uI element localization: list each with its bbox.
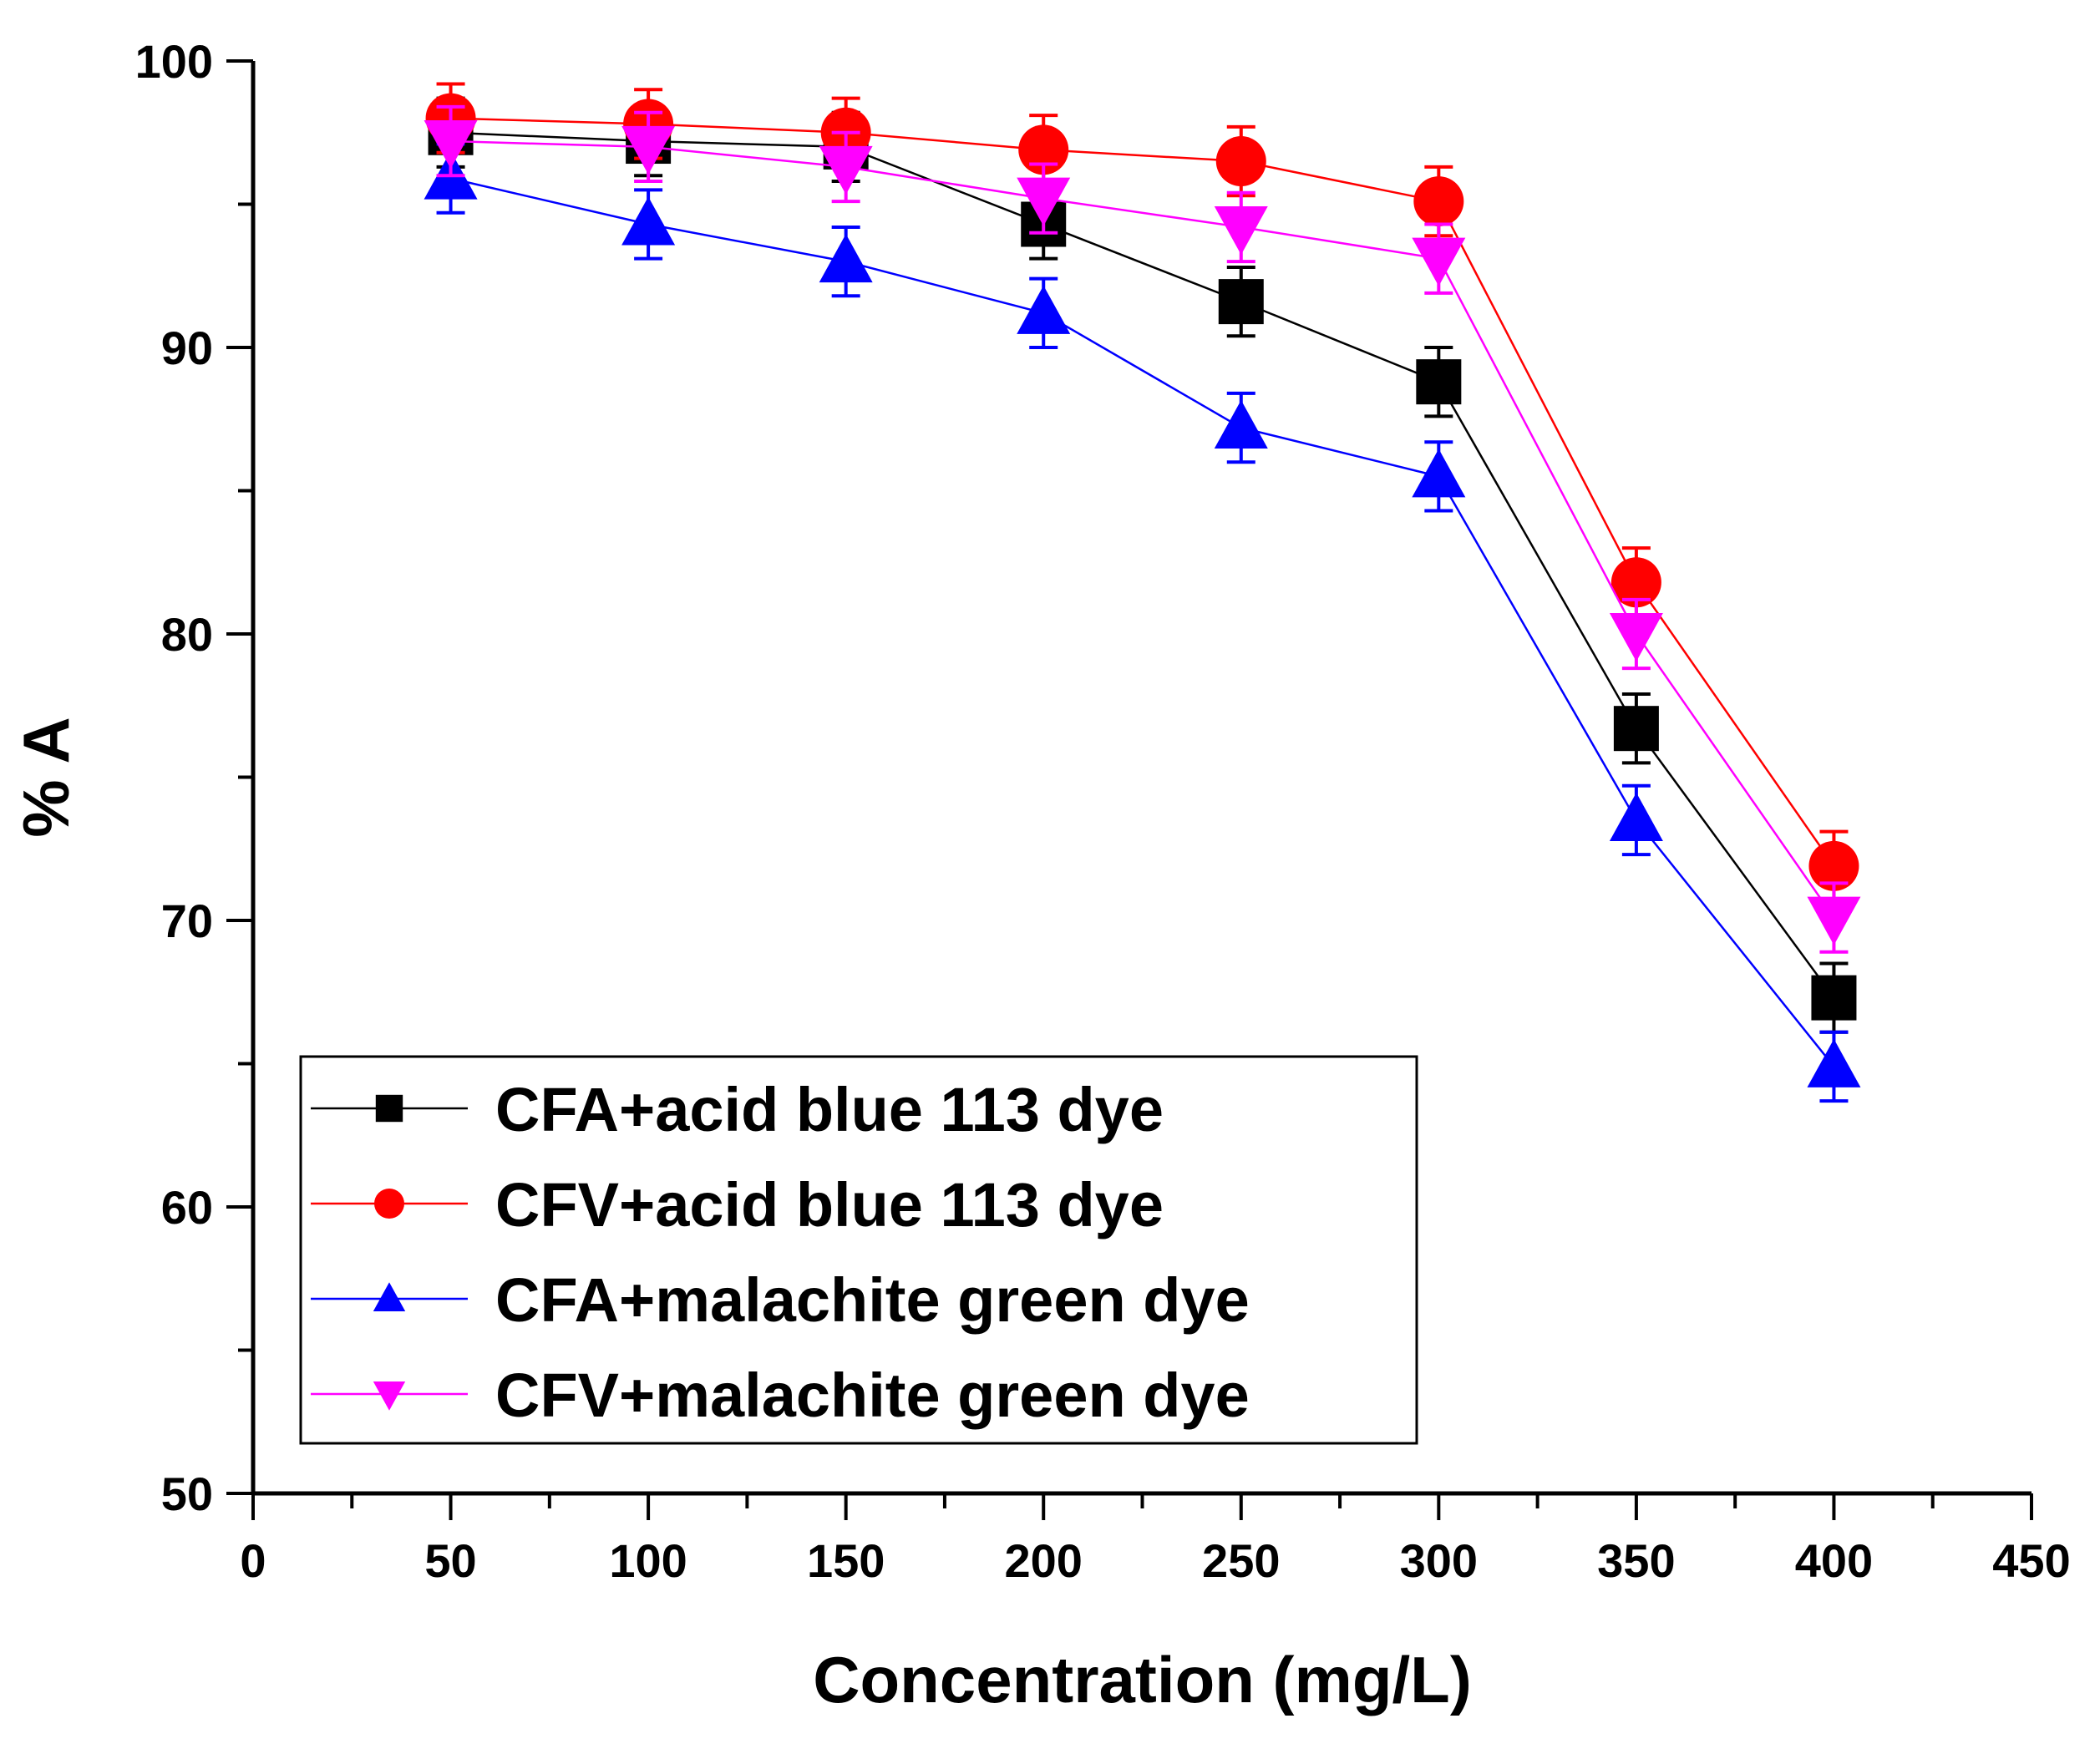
x-tick-label: 350 bbox=[1597, 1534, 1675, 1587]
x-tick-label: 250 bbox=[1202, 1534, 1280, 1587]
data-point bbox=[1412, 237, 1466, 286]
x-tick-label: 50 bbox=[424, 1534, 476, 1587]
y-tick-label: 90 bbox=[161, 322, 213, 374]
data-point bbox=[1413, 176, 1464, 227]
data-point bbox=[1218, 279, 1264, 325]
data-point bbox=[1609, 613, 1663, 662]
data-point bbox=[1808, 840, 1859, 891]
legend-item-2: CFV+acid blue 113 dye bbox=[311, 1170, 1164, 1239]
series-4 bbox=[424, 104, 1861, 954]
x-tick-label: 150 bbox=[807, 1534, 885, 1587]
legend-item-3: CFA+malachite green dye bbox=[311, 1265, 1250, 1335]
data-point bbox=[1018, 124, 1069, 175]
data-point bbox=[1412, 449, 1466, 498]
x-tick-label: 400 bbox=[1795, 1534, 1873, 1587]
x-axis-title: Concentration (mg/L) bbox=[813, 1643, 1472, 1716]
legend: CFA+acid blue 113 dye CFV+acid blue 113 d… bbox=[299, 1055, 1418, 1445]
legend-marker bbox=[375, 1094, 403, 1123]
data-point bbox=[1609, 792, 1663, 841]
legend-marker bbox=[374, 1189, 404, 1219]
data-point bbox=[819, 234, 873, 283]
legend-marker bbox=[373, 1381, 406, 1411]
data-point bbox=[1613, 706, 1659, 752]
series-line bbox=[450, 131, 1835, 999]
y-axis-title: % A bbox=[9, 717, 83, 837]
data-point bbox=[1807, 1038, 1861, 1087]
series-line bbox=[450, 139, 1835, 919]
legend-label: CFV+malachite green dye bbox=[495, 1361, 1250, 1430]
series-layer bbox=[424, 82, 1861, 1103]
data-point bbox=[1215, 136, 1266, 187]
legend-label: CFV+acid blue 113 dye bbox=[495, 1170, 1164, 1239]
legend-box bbox=[299, 1055, 1418, 1445]
legend-item-4: CFV+malachite green dye bbox=[311, 1361, 1250, 1430]
data-point bbox=[1416, 359, 1462, 405]
y-tick-label: 100 bbox=[135, 35, 213, 88]
data-point bbox=[1807, 896, 1861, 945]
data-point bbox=[621, 196, 676, 246]
x-tick-label: 300 bbox=[1400, 1534, 1478, 1587]
series-2 bbox=[425, 82, 1859, 902]
x-tick-label: 200 bbox=[1005, 1534, 1083, 1587]
data-point bbox=[1214, 400, 1268, 449]
data-point bbox=[1214, 205, 1268, 255]
data-point bbox=[819, 145, 873, 195]
legend-label: CFA+malachite green dye bbox=[495, 1265, 1250, 1335]
y-tick-label: 80 bbox=[161, 608, 213, 661]
series-3 bbox=[424, 142, 1861, 1103]
axes-layer: 0 50 100 150 200 250 300 350 400 450 50 60 70 80 90 100 bbox=[135, 35, 2071, 1587]
data-point bbox=[621, 125, 676, 175]
series-line bbox=[450, 117, 1835, 867]
legend-item-1: CFA+acid blue 113 dye bbox=[311, 1075, 1164, 1144]
legend-marker bbox=[373, 1282, 406, 1311]
legend-label: CFA+acid blue 113 dye bbox=[495, 1075, 1164, 1144]
y-tick-label: 60 bbox=[161, 1181, 213, 1234]
data-point bbox=[1017, 285, 1071, 334]
data-point bbox=[1017, 177, 1071, 226]
x-tick-label: 450 bbox=[1992, 1534, 2070, 1587]
x-tick-label: 0 bbox=[240, 1534, 266, 1587]
series-line bbox=[450, 177, 1835, 1067]
y-tick-label: 50 bbox=[161, 1468, 213, 1520]
data-point bbox=[1611, 557, 1661, 608]
data-point bbox=[424, 120, 478, 170]
data-point bbox=[1811, 975, 1857, 1021]
x-tick-label: 100 bbox=[609, 1534, 687, 1587]
y-tick-label: 70 bbox=[161, 895, 213, 947]
